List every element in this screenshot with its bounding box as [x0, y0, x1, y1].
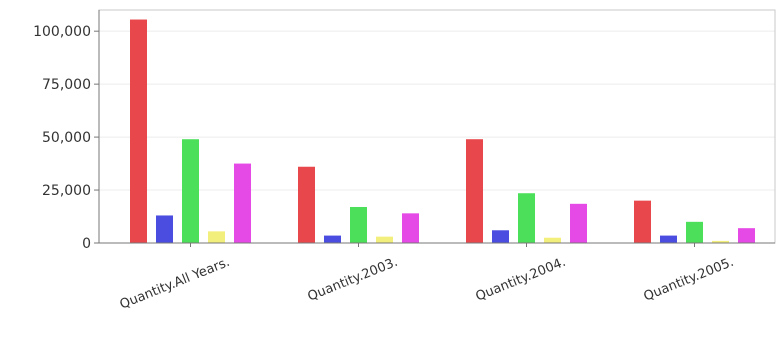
bar [712, 240, 729, 243]
bar [570, 203, 587, 243]
y-tick-label: 25,000 [42, 183, 91, 199]
bar [350, 206, 367, 243]
bar [634, 200, 651, 243]
x-axis-category-labels: Quantity.All Years. Quantity.2003. Quantit… [118, 255, 736, 313]
bar [376, 236, 393, 243]
bar [544, 237, 561, 243]
bar [182, 139, 199, 243]
bar [402, 213, 419, 243]
x-category-label: Quantity.All Years. [118, 255, 232, 313]
y-axis-ticks: 0 25,000 50,000 75,000 100,000 [33, 24, 99, 252]
x-category-label: Quantity.2005. [642, 255, 736, 305]
bar [686, 221, 703, 243]
bar [466, 139, 483, 243]
bar [492, 230, 509, 243]
x-category-label: Quantity.2003. [306, 255, 400, 305]
y-tick-label: 100,000 [33, 24, 91, 40]
x-category-label: Quantity.2004. [474, 255, 568, 305]
grid-lines [99, 30, 775, 191]
bar [234, 163, 251, 243]
bar [130, 19, 147, 244]
bar [660, 235, 677, 243]
axes [98, 9, 776, 247]
bar [298, 166, 315, 243]
bar [738, 228, 755, 243]
bar [208, 231, 225, 243]
bar [324, 235, 341, 243]
bar [518, 193, 535, 243]
y-tick-label: 75,000 [42, 77, 91, 93]
plot-frame [98, 9, 776, 244]
bar [156, 215, 173, 243]
bars [130, 19, 755, 244]
y-tick-label: 0 [82, 236, 91, 252]
y-tick-label: 50,000 [42, 130, 91, 146]
